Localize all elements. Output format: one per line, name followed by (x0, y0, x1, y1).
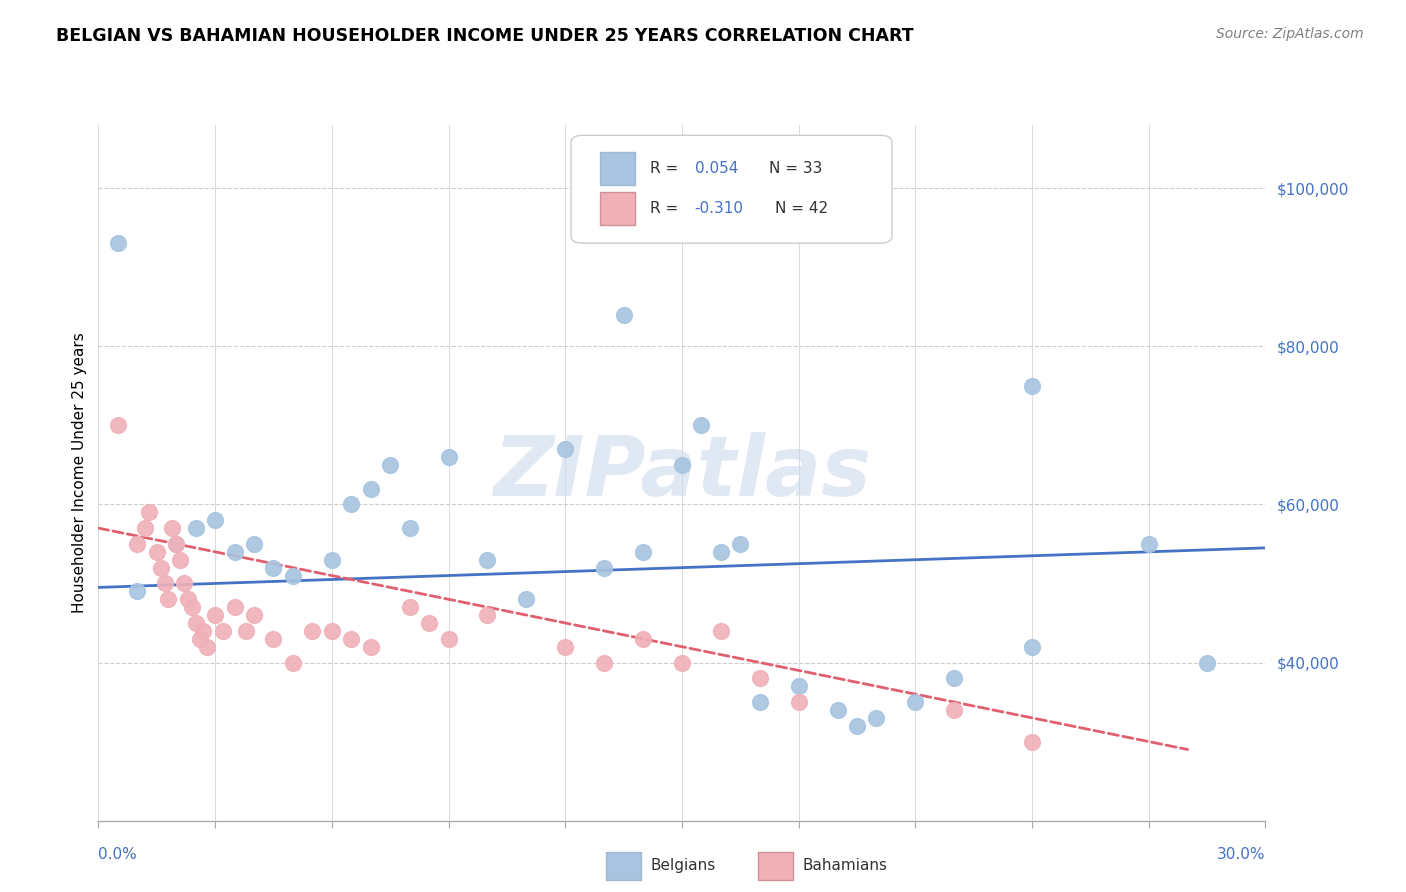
Point (224, 545, 246, 559)
Point (177, 592, 200, 607)
Point (340, 497, 363, 511)
Point (321, 553, 343, 567)
Point (107, 418, 129, 433)
Point (748, 671, 770, 685)
Point (943, 703, 966, 717)
Text: Bahamians: Bahamians (801, 858, 887, 873)
Point (787, 679, 810, 693)
Text: R =: R = (651, 161, 683, 177)
Text: 30.0%: 30.0% (1218, 847, 1265, 863)
Text: -0.310: -0.310 (695, 201, 744, 216)
Point (224, 600, 246, 615)
Point (184, 521, 207, 535)
Point (243, 537, 266, 551)
Text: N = 33: N = 33 (769, 161, 823, 177)
Point (554, 442, 576, 456)
Point (173, 576, 195, 591)
FancyBboxPatch shape (758, 852, 793, 880)
Point (437, 632, 460, 646)
Point (360, 640, 382, 654)
Text: Source: ZipAtlas.com: Source: ZipAtlas.com (1216, 27, 1364, 41)
Point (1021, 379, 1043, 393)
Text: 0.054: 0.054 (695, 161, 738, 177)
Point (827, 703, 849, 717)
Point (787, 695, 810, 709)
Point (235, 624, 257, 638)
Point (204, 513, 226, 527)
Point (845, 719, 868, 733)
Point (398, 600, 420, 615)
Point (146, 545, 169, 559)
Text: N = 42: N = 42 (775, 201, 828, 216)
Point (281, 656, 304, 670)
Point (340, 632, 363, 646)
Point (904, 695, 927, 709)
Text: R =: R = (651, 201, 683, 216)
Point (153, 576, 176, 591)
Point (134, 521, 156, 535)
Point (193, 624, 215, 638)
Point (398, 521, 420, 535)
Point (730, 537, 752, 551)
Text: BELGIAN VS BAHAMIAN HOUSEHOLDER INCOME UNDER 25 YEARS CORRELATION CHART: BELGIAN VS BAHAMIAN HOUSEHOLDER INCOME U… (56, 27, 914, 45)
FancyBboxPatch shape (600, 192, 636, 225)
Point (262, 560, 284, 574)
Point (157, 592, 180, 607)
Point (360, 482, 382, 496)
Point (671, 458, 693, 472)
Point (162, 521, 184, 535)
Point (1137, 537, 1160, 551)
Point (378, 458, 402, 472)
Point (138, 505, 160, 519)
Point (418, 615, 440, 630)
Point (169, 553, 191, 567)
Point (1195, 656, 1218, 670)
Text: Belgians: Belgians (651, 858, 716, 873)
Point (710, 624, 733, 638)
Point (262, 632, 284, 646)
Point (281, 568, 304, 582)
FancyBboxPatch shape (606, 852, 641, 880)
Point (165, 537, 187, 551)
Point (612, 308, 634, 322)
Point (943, 671, 966, 685)
Point (212, 624, 235, 638)
Point (554, 640, 576, 654)
Point (188, 632, 211, 646)
Point (671, 656, 693, 670)
Point (165, 537, 187, 551)
Point (593, 560, 616, 574)
Point (631, 632, 654, 646)
Point (437, 450, 460, 464)
Point (1021, 734, 1043, 748)
Point (631, 545, 654, 559)
FancyBboxPatch shape (571, 136, 891, 244)
Point (593, 656, 616, 670)
Point (127, 537, 149, 551)
Point (180, 600, 202, 615)
FancyBboxPatch shape (600, 152, 636, 186)
Point (301, 624, 323, 638)
Point (477, 608, 499, 623)
Point (321, 624, 343, 638)
Point (243, 608, 266, 623)
Point (107, 236, 129, 251)
Point (195, 640, 218, 654)
Point (515, 592, 537, 607)
Point (204, 608, 226, 623)
Text: 0.0%: 0.0% (98, 847, 138, 863)
Point (149, 560, 172, 574)
Point (710, 545, 733, 559)
Point (1021, 640, 1043, 654)
Point (690, 418, 713, 433)
Point (477, 553, 499, 567)
Point (184, 615, 207, 630)
Y-axis label: Householder Income Under 25 years: Householder Income Under 25 years (72, 333, 87, 613)
Point (127, 584, 149, 599)
Text: ZIPatlas: ZIPatlas (494, 433, 870, 513)
Point (748, 695, 770, 709)
Point (865, 711, 887, 725)
